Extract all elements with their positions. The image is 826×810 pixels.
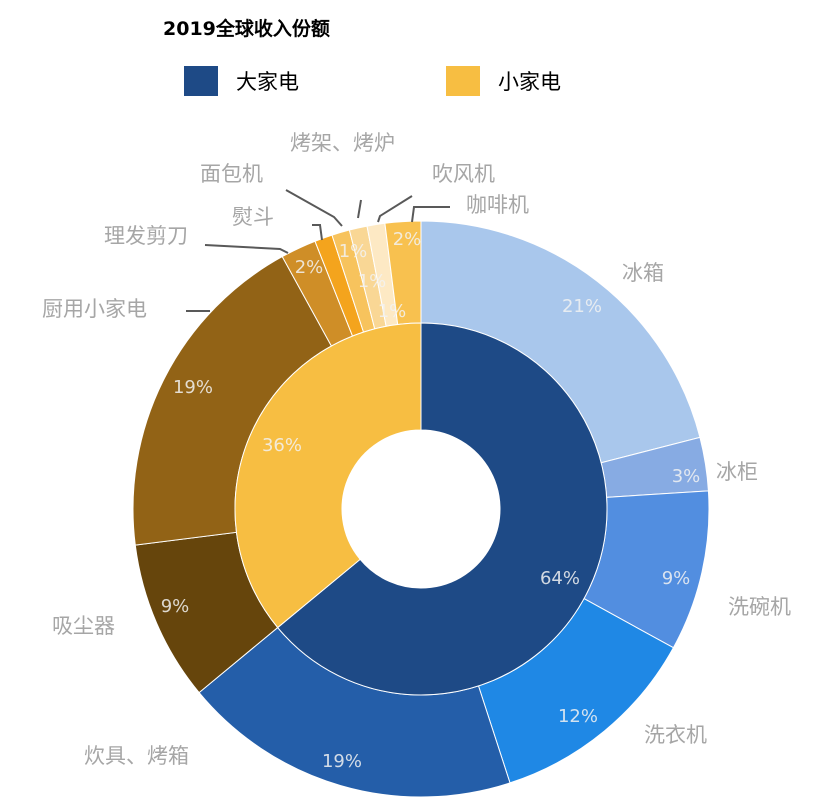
outer-category-label-6: 厨用小家电: [42, 297, 147, 321]
legend-label-large-appliances: 大家电: [236, 70, 299, 94]
outer-percent-label-11: 1%: [378, 301, 407, 322]
outer-percent-label-12: 2%: [393, 229, 422, 250]
legend-item-large-appliances: 大家电: [184, 64, 299, 98]
outer-category-label-8: 熨斗: [232, 205, 274, 229]
legend-label-small-appliances: 小家电: [498, 70, 561, 94]
inner-segment-0: [276, 322, 608, 696]
outer-percent-label-0: 21%: [562, 296, 602, 317]
outer-percent-label-7: 2%: [295, 257, 324, 278]
outer-percent-label-5: 9%: [161, 596, 190, 617]
leader-line-8: [312, 224, 323, 241]
leader-line-10: [357, 199, 362, 219]
outer-category-label-12: 咖啡机: [466, 193, 529, 217]
chart-title: 2019全球收入份额: [163, 18, 330, 40]
outer-percent-label-4: 19%: [322, 751, 362, 772]
outer-category-label-5: 吸尘器: [52, 614, 115, 638]
leader-lines: [186, 189, 450, 312]
legend-swatch-small-appliances: [446, 66, 480, 96]
inner-percent-label-1: 36%: [262, 435, 302, 456]
legend-swatch-large-appliances: [184, 66, 218, 96]
inner-segment-1: [234, 322, 422, 629]
outer-category-label-3: 洗衣机: [644, 723, 707, 747]
outer-percent-label-3: 12%: [558, 706, 598, 727]
outer-category-label-4: 炊具、烤箱: [84, 744, 189, 768]
leader-line-11: [377, 195, 413, 223]
outer-percent-label-6: 19%: [173, 377, 213, 398]
percent-labels: 64% 36% 21% 3% 9% 12% 19% 9% 19% 2% 1% 1% 1% 2%: [161, 229, 701, 772]
inner-ring: [234, 322, 608, 696]
outer-category-label-2: 洗碗机: [728, 595, 791, 619]
leader-line-9: [285, 189, 343, 227]
outer-ring: [132, 220, 710, 798]
outer-category-label-11: 吹风机: [432, 162, 495, 186]
legend-item-small-appliances: 小家电: [446, 64, 561, 98]
outer-category-label-7: 理发剪刀: [104, 224, 188, 248]
outer-category-label-10: 烤架、烤炉: [290, 131, 395, 155]
outer-category-label-0: 冰箱: [622, 261, 664, 285]
outer-percent-label-1: 3%: [672, 466, 701, 487]
leader-line-7: [204, 244, 289, 254]
outer-percent-label-2: 9%: [662, 568, 691, 589]
outer-category-label-9: 面包机: [200, 162, 263, 186]
outer-percent-label-9: 1%: [339, 241, 368, 262]
inner-percent-label-0: 64%: [540, 568, 580, 589]
outer-category-label-1: 冰柜: [716, 460, 758, 484]
outer-percent-label-10: 1%: [358, 271, 387, 292]
leader-line-12: [411, 206, 450, 223]
